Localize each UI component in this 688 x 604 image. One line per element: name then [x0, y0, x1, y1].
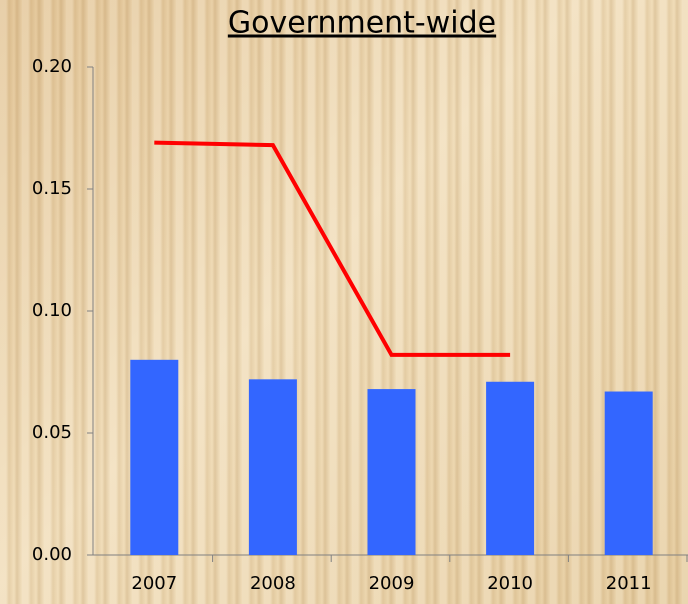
x-tick-label: 2007: [131, 573, 177, 594]
bar: [486, 381, 535, 555]
chart-title: Government-wide: [228, 6, 496, 41]
line: [154, 140, 511, 357]
x-tick-label: 2008: [250, 573, 296, 594]
bar: [248, 379, 297, 555]
x-tick-label: 2010: [487, 573, 533, 594]
y-tick-label: 0.05: [32, 422, 72, 443]
x-tick-label: 2009: [369, 573, 415, 594]
y-tick-label: 0.20: [32, 56, 72, 77]
y-tick-label: 0.15: [32, 178, 72, 199]
y-tick-label: 0.00: [32, 544, 72, 565]
x-tick-label: 2011: [606, 573, 652, 594]
bar: [604, 391, 653, 555]
bar: [130, 359, 179, 555]
y-tick-label: 0.10: [32, 300, 72, 321]
bar: [367, 389, 416, 555]
